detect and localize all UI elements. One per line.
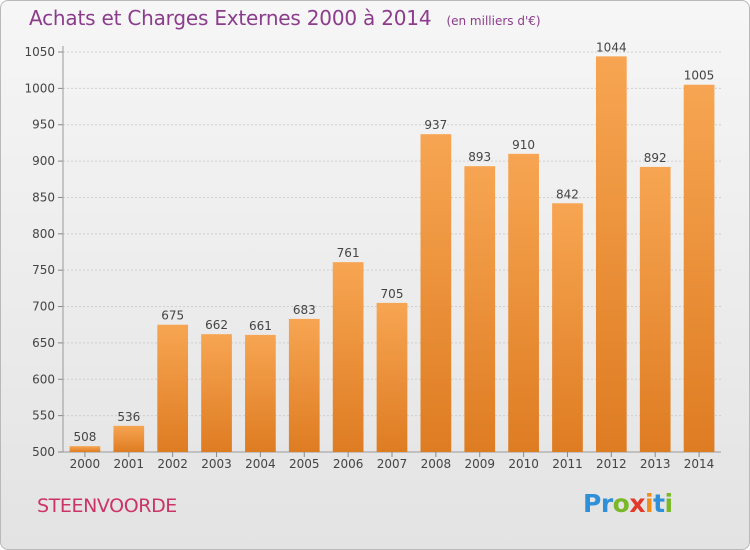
logo-letter: i [645,489,654,518]
y-tick-label: 800 [32,227,55,241]
x-tick-label: 2013 [640,457,671,471]
bar [683,84,715,453]
bar [245,334,276,452]
chart-title: Achats et Charges Externes 2000 à 2014 [29,6,432,30]
logo-letter: r [600,489,613,518]
x-tick-label: 2009 [464,457,495,471]
data-label: 893 [468,150,491,164]
bar [113,425,145,452]
x-tick-label: 2006 [333,457,364,471]
y-tick-label: 650 [32,336,55,350]
x-tick-label: 2007 [377,457,408,471]
data-label: 683 [293,303,316,317]
data-label: 910 [512,138,535,152]
y-tick-label: 850 [32,190,55,204]
x-tick-label: 2014 [684,457,715,471]
labels: 500 550 600 650 700 750 800 850 900 950 1000 1050 50… [24,40,714,471]
title-row: Achats et Charges Externes 2000 à 2014 (… [29,6,541,30]
y-tick-label: 600 [32,372,55,386]
bar [376,302,408,452]
data-label: 1044 [596,40,627,54]
x-tick-label: 2008 [421,457,452,471]
y-tick-label: 950 [32,118,55,132]
x-tick-label: 2010 [508,457,539,471]
x-tick-label: 2012 [596,457,627,471]
y-tick-label: 500 [32,445,55,459]
bar [639,166,671,452]
bar [201,334,232,452]
x-tick-label: 2011 [552,457,583,471]
bar [595,56,627,452]
data-label: 705 [381,287,404,301]
data-label: 536 [117,410,140,424]
data-label: 761 [337,246,360,260]
data-label: 508 [73,430,96,444]
bar [420,134,452,452]
proxiti-logo[interactable]: Proxiti [583,489,673,518]
bar [69,446,101,452]
bars [69,56,715,453]
data-label: 892 [644,151,667,165]
x-tick-label: 2003 [201,457,232,471]
logo-letter: t [653,489,665,518]
bar [508,153,539,452]
y-tick-label: 550 [32,409,55,423]
bar [464,166,496,452]
bar [552,203,583,452]
y-tick-label: 750 [32,263,55,277]
logo-letter: P [583,489,601,518]
y-tick-label: 900 [32,154,55,168]
commune-name: STEENVOORDE [37,495,177,517]
data-label: 662 [205,318,228,332]
logo-letter: o [612,489,630,518]
data-label: 842 [556,187,579,201]
bar [157,324,189,452]
x-tick-label: 2004 [245,457,276,471]
x-tick-label: 2001 [114,457,145,471]
data-label: 675 [161,309,184,323]
x-tick-label: 2000 [70,457,101,471]
logo-letter: x [629,489,645,518]
logo-letter: i [664,489,674,518]
x-tick-label: 2002 [157,457,188,471]
data-label: 1005 [684,69,715,83]
data-label: 661 [249,319,272,333]
y-tick-label: 1050 [24,45,55,59]
data-label: 937 [424,118,447,132]
y-tick-label: 1000 [24,81,55,95]
y-tick-label: 700 [32,300,55,314]
chart-unit: (en milliers d'€) [446,14,541,28]
x-tick-label: 2005 [289,457,320,471]
bar [288,318,320,452]
bar [332,262,364,452]
